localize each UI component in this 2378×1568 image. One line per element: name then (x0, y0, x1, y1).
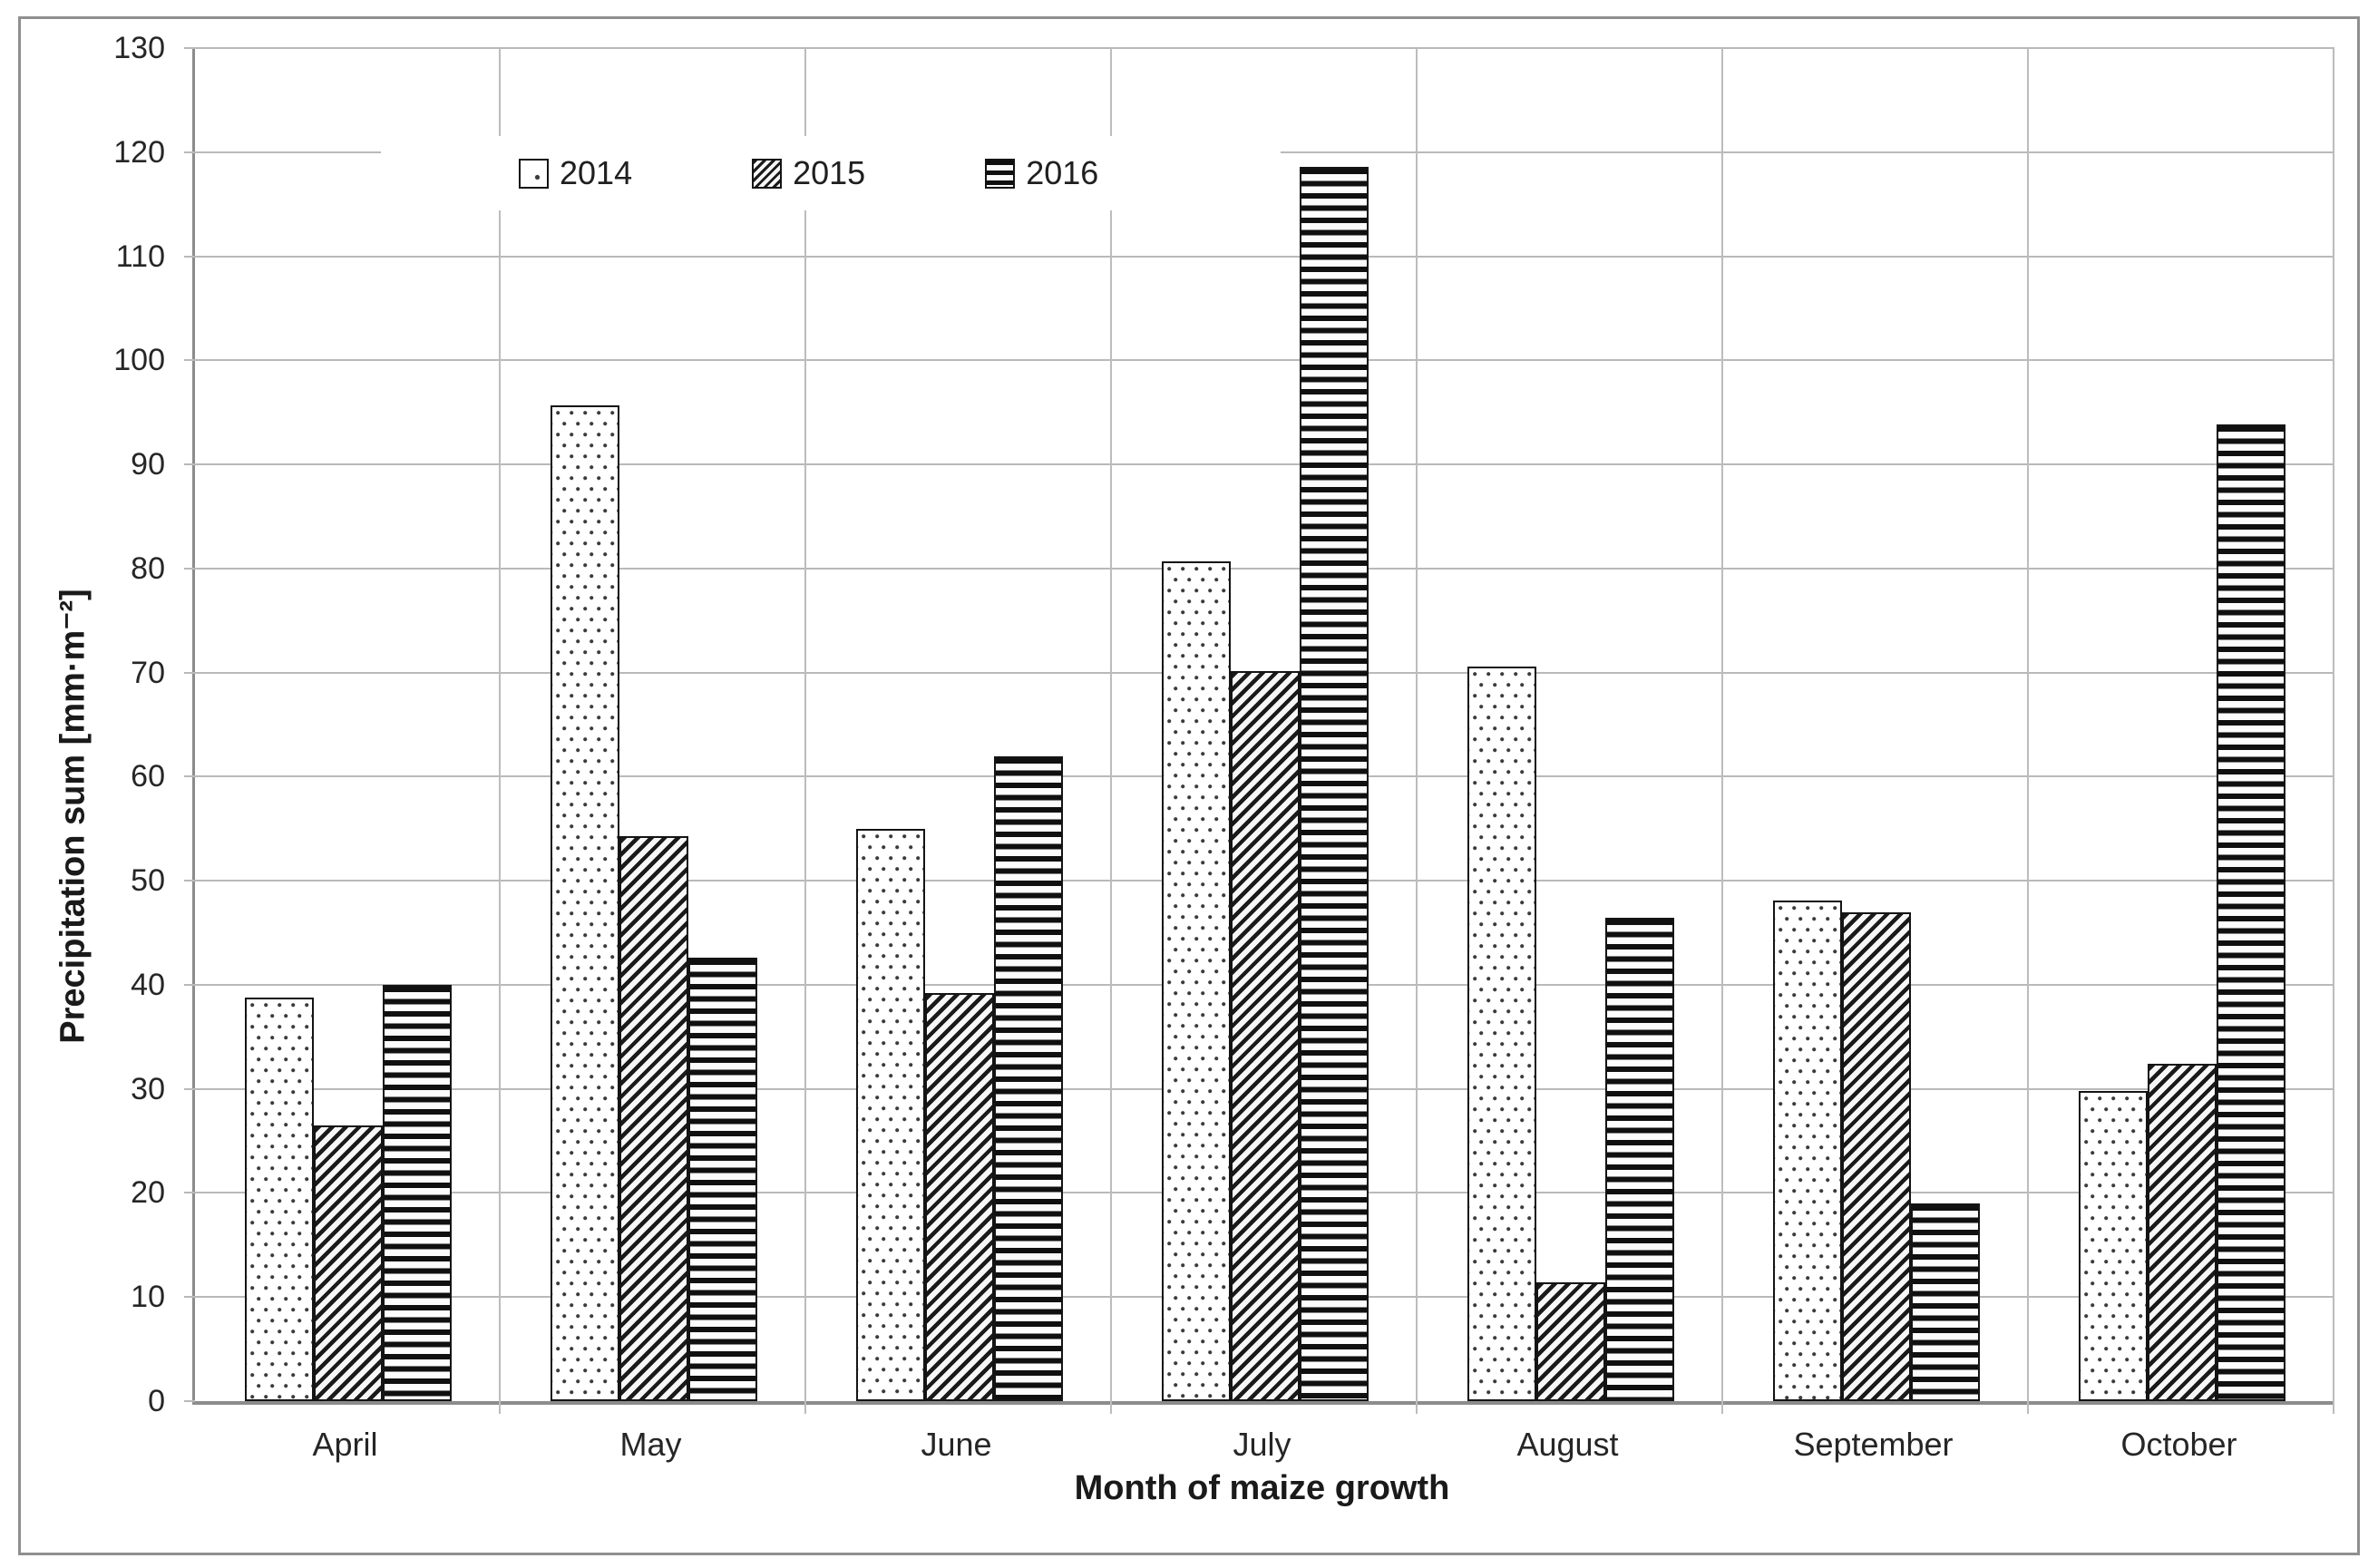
gridline-x-3 (1110, 48, 1112, 1414)
x-tick-label-june: June (921, 1426, 992, 1463)
x-tick-label-may: May (619, 1426, 682, 1463)
gridline-x-1 (499, 48, 501, 1414)
legend-item-2015: 2015 (752, 154, 865, 192)
bar-2015-october (2147, 1064, 2217, 1401)
y-tick-label: 60 (131, 759, 165, 794)
plot-area (184, 47, 2334, 1414)
y-tick-label: 0 (148, 1384, 165, 1418)
x-tick-label-july: July (1233, 1426, 1291, 1463)
legend-swatch-2014 (519, 158, 549, 189)
legend-swatch-2015 (752, 158, 783, 189)
gridline-y-80 (184, 567, 2334, 570)
bar-2014-may (550, 404, 619, 1401)
bar-2015-september (1841, 911, 1911, 1401)
legend: 2014 2015 2016 (381, 136, 1281, 210)
x-tick-label-october: October (2120, 1426, 2237, 1463)
legend-swatch-2016 (985, 158, 1016, 189)
legend-item-2014: 2014 (519, 154, 632, 192)
bar-2016-september (1910, 1203, 1980, 1401)
bar-2015-july (1230, 670, 1300, 1401)
legend-item-2016: 2016 (985, 154, 1098, 192)
bar-2015-june (924, 993, 994, 1401)
bar-2015-may (619, 836, 688, 1401)
bar-2014-october (2078, 1091, 2148, 1401)
legend-label-2014: 2014 (560, 154, 633, 191)
x-axis-title: Month of maize growth (1074, 1469, 1450, 1507)
legend-label-2015: 2015 (793, 154, 866, 191)
gridline-y-90 (184, 463, 2334, 466)
y-tick-label: 40 (131, 967, 165, 1002)
bar-2014-august (1467, 667, 1536, 1401)
tick-y-0 (184, 1400, 195, 1402)
gridline-x-5 (1721, 48, 1723, 1414)
y-tick-label: 10 (131, 1280, 165, 1315)
gridline-y-100 (184, 359, 2334, 362)
x-tick-label-april: April (312, 1426, 378, 1463)
y-tick-label: 20 (131, 1175, 165, 1211)
y-tick-label: 90 (131, 447, 165, 482)
gridline-x-7 (2333, 48, 2334, 1414)
y-axis-title: Precipitation sum [mm·m⁻²] (54, 589, 93, 1044)
legend-label-2016: 2016 (1026, 154, 1099, 191)
gridline-y-110 (184, 255, 2334, 258)
bar-2014-september (1772, 901, 1842, 1401)
x-tick-label-august: August (1516, 1426, 1619, 1463)
gridline-x-6 (2027, 48, 2029, 1414)
y-tick-label: 110 (115, 239, 165, 274)
gridline-x-2 (804, 48, 806, 1414)
bar-2015-april (313, 1125, 383, 1401)
bar-2016-october (2216, 424, 2285, 1401)
y-tick-label: 30 (131, 1071, 165, 1106)
y-tick-label: 120 (113, 134, 165, 170)
y-tick-label: 80 (131, 550, 165, 586)
bar-2014-july (1161, 561, 1231, 1401)
bar-2015-august (1535, 1282, 1605, 1401)
bar-2016-august (1604, 917, 1674, 1401)
bar-2016-july (1299, 167, 1369, 1401)
bar-2014-april (244, 998, 314, 1401)
y-tick-label: 70 (131, 655, 165, 690)
bar-2014-june (855, 829, 925, 1401)
bar-2016-june (993, 755, 1063, 1401)
x-tick-label-september: September (1793, 1426, 1954, 1463)
y-tick-label: 50 (131, 863, 165, 899)
bar-2016-april (382, 985, 452, 1401)
y-tick-label: 100 (113, 343, 165, 378)
y-tick-label: 130 (113, 31, 165, 65)
gridline-y-130 (184, 47, 2334, 49)
gridline-x-4 (1416, 48, 1418, 1414)
bar-2016-may (687, 958, 757, 1401)
